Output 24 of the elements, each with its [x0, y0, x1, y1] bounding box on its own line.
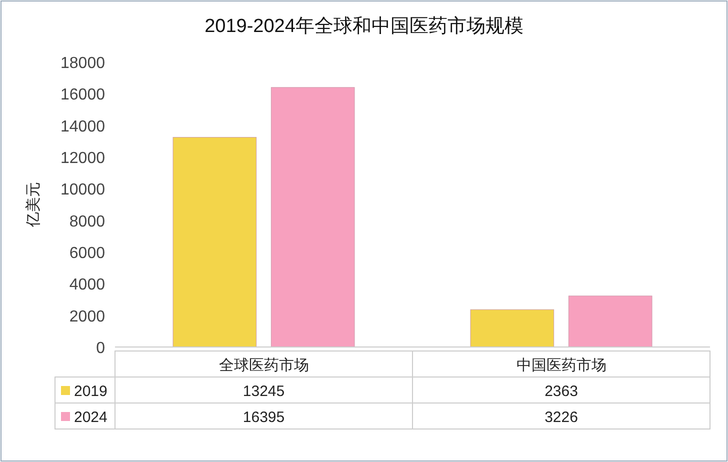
data-label: 13245 — [242, 383, 285, 400]
data-label: 3226 — [544, 409, 578, 426]
bar — [270, 87, 355, 348]
legend-label: 2019 — [74, 383, 108, 400]
y-tick-label: 0 — [96, 340, 106, 357]
x-tick-label: 中国医药市场 — [516, 357, 606, 374]
y-tick-label: 18000 — [60, 55, 106, 72]
y-tick-label: 14000 — [60, 118, 106, 136]
data-label: 16395 — [242, 409, 285, 426]
chart-title: 2019-2024年全球和中国医药市场规模 — [204, 15, 524, 37]
legend-label: 2024 — [74, 409, 108, 426]
x-tick-label: 全球医药市场 — [218, 357, 309, 374]
bar — [568, 296, 652, 348]
y-tick-label: 16000 — [60, 86, 106, 104]
y-tick-label: 8000 — [69, 213, 106, 230]
y-tick-label: 10000 — [60, 182, 106, 199]
y-axis-title: 亿美元 — [25, 182, 42, 228]
y-tick-label: 6000 — [69, 245, 106, 262]
y-tick-label: 12000 — [60, 150, 106, 167]
data-label: 2363 — [544, 383, 578, 400]
bar — [470, 309, 554, 348]
y-tick-label: 4000 — [69, 276, 106, 294]
bar — [172, 137, 257, 348]
y-tick-label: 2000 — [69, 308, 106, 326]
